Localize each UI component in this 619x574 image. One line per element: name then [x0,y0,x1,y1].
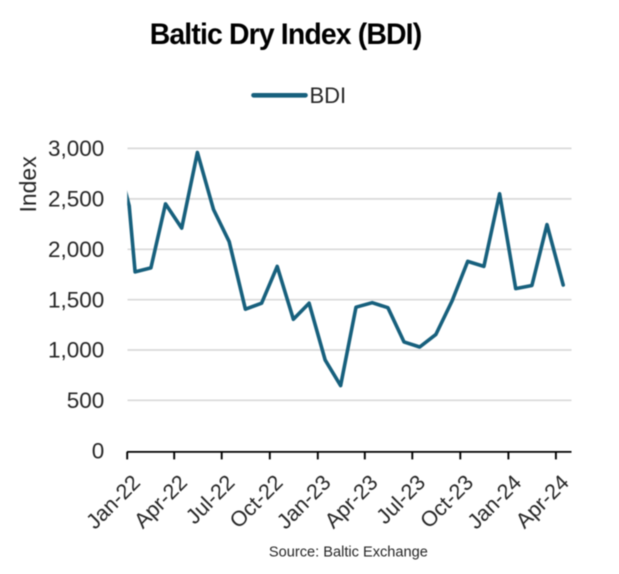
svg-text:3,000: 3,000 [48,136,104,161]
svg-text:BDI: BDI [310,83,347,108]
svg-text:1,500: 1,500 [48,287,104,312]
svg-text:2,500: 2,500 [48,187,104,212]
svg-text:Source: Baltic Exchange: Source: Baltic Exchange [269,545,428,561]
svg-text:0: 0 [92,439,105,464]
svg-text:2,000: 2,000 [48,237,104,262]
svg-text:Baltic Dry Index (BDI): Baltic Dry Index (BDI) [150,18,422,51]
svg-text:500: 500 [67,388,105,413]
svg-text:1,000: 1,000 [48,338,104,363]
svg-text:Index: Index [15,156,41,213]
